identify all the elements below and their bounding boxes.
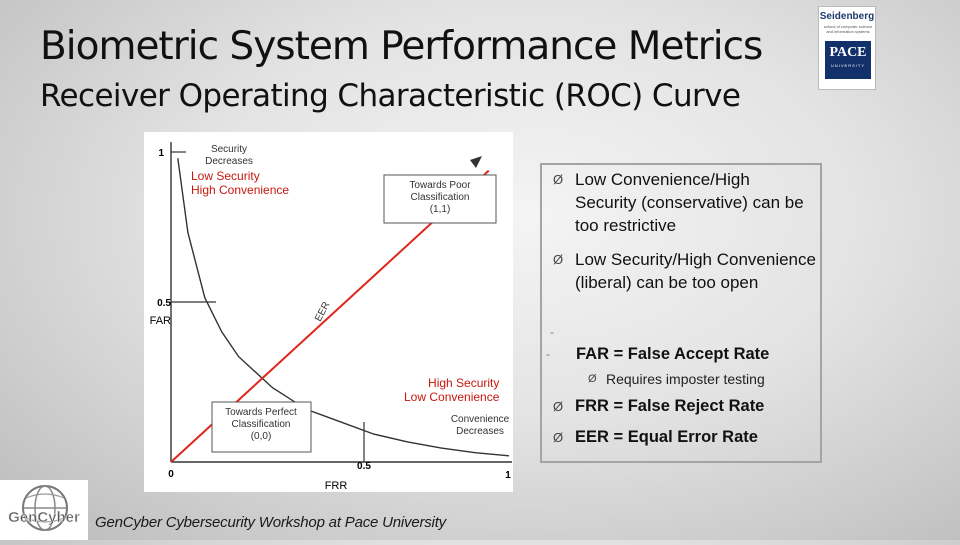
far-sub-bullet-text: Requires imposter testing	[606, 371, 765, 387]
y-axis-label: FAR	[150, 315, 171, 327]
far-sub-bullet: Ø Requires imposter testing	[588, 368, 816, 391]
pace-text: PACE	[829, 45, 867, 60]
logo-brand-sub: school of computer science and informati…	[823, 24, 873, 34]
roc-chart-svg: 1 0.5 FAR 0 0.5 1 FRR Security Decreases …	[150, 142, 512, 492]
perfect-classification-box	[211, 401, 312, 453]
bullet-item-2: Ø Low Security/High Convenience (liberal…	[553, 248, 820, 294]
y-tick-label-top: 1	[158, 148, 164, 159]
bullet-item-1-text: Low Convenience/High Security (conservat…	[575, 170, 804, 235]
pace-sub: UNIVERSITY	[830, 63, 865, 68]
annotation-line: Convenience	[451, 414, 510, 425]
bullet-item-1: Ø Low Convenience/High Security (conserv…	[553, 168, 815, 237]
annotation-line: Towards Perfect	[225, 407, 297, 418]
divider-dash: -	[550, 325, 554, 339]
annotation-line: Decreases	[456, 426, 504, 437]
convenience-decreases-label: Convenience Decreases	[451, 414, 510, 437]
slide-subtitle: Receiver Operating Characteristic (ROC) …	[40, 78, 741, 114]
annotation-line: Decreases	[205, 156, 253, 167]
eer-label: EER	[313, 300, 332, 323]
eer-definition-text: EER = Equal Error Rate	[575, 428, 758, 446]
seidenberg-pace-logo: Seidenberg school of computer science an…	[818, 6, 876, 90]
poor-classification-label: Towards Poor Classification (1,1)	[409, 180, 471, 215]
divider-dash: -	[546, 347, 550, 361]
poor-classification-box	[383, 174, 497, 224]
bullet-panel: Ø Low Convenience/High Security (conserv…	[540, 163, 822, 463]
globe-icon: GenCyber	[8, 485, 80, 531]
y-tick-label-mid: 0.5	[157, 298, 171, 309]
eer-definition: Ø EER = Equal Error Rate	[553, 426, 815, 449]
roc-chart: 1 0.5 FAR 0 0.5 1 FRR Security Decreases …	[144, 132, 513, 492]
perfect-classification-label: Towards Perfect Classification (0,0)	[225, 407, 297, 442]
annotation-line: Classification	[232, 419, 291, 430]
slide-title: Biometric System Performance Metrics	[40, 24, 763, 69]
high-security-line2: Low Convenience	[404, 390, 500, 404]
far-definition: FAR = False Accept Rate	[576, 345, 770, 363]
high-security-line1: High Security	[428, 376, 500, 390]
low-security-line1: Low Security	[191, 169, 260, 183]
annotation-line: (0,0)	[251, 431, 272, 442]
bullet-arrow-icon: Ø	[553, 399, 564, 414]
footer-logo-text: GenCyber	[8, 509, 80, 526]
bullet-arrow-icon: Ø	[553, 252, 564, 267]
logo-brand: Seidenberg	[819, 11, 875, 22]
annotation-line: (1,1)	[430, 204, 451, 215]
annotation-line: Towards Poor	[409, 180, 471, 191]
footer-workshop-text: GenCyber Cybersecurity Workshop at Pace …	[95, 514, 446, 531]
low-security-line2: High Convenience	[191, 183, 290, 197]
bullet-arrow-icon: Ø	[553, 430, 564, 445]
gencyber-logo: GenCyber	[0, 480, 88, 540]
x-tick-label-right: 1	[505, 470, 511, 481]
x-axis-label: FRR	[325, 480, 348, 492]
frr-definition-text: FRR = False Reject Rate	[575, 397, 765, 415]
annotation-line: Classification	[411, 192, 470, 203]
x-tick-label-mid: 0.5	[357, 461, 371, 472]
bullet-item-2-text: Low Security/High Convenience (liberal) …	[575, 250, 816, 292]
diagonal-arrowhead	[470, 156, 482, 168]
origin-label: 0	[168, 469, 174, 480]
frr-definition: Ø FRR = False Reject Rate	[553, 395, 815, 418]
low-security-label: Low Security High Convenience	[191, 169, 289, 197]
pace-badge: PACE UNIVERSITY	[825, 41, 871, 79]
bullet-arrow-icon: Ø	[588, 373, 597, 385]
annotation-line: Security	[211, 144, 247, 155]
bullet-arrow-icon: Ø	[553, 172, 564, 187]
high-security-label: High Security Low Convenience	[404, 376, 499, 404]
security-decreases-line1: Security Decreases	[205, 144, 253, 167]
